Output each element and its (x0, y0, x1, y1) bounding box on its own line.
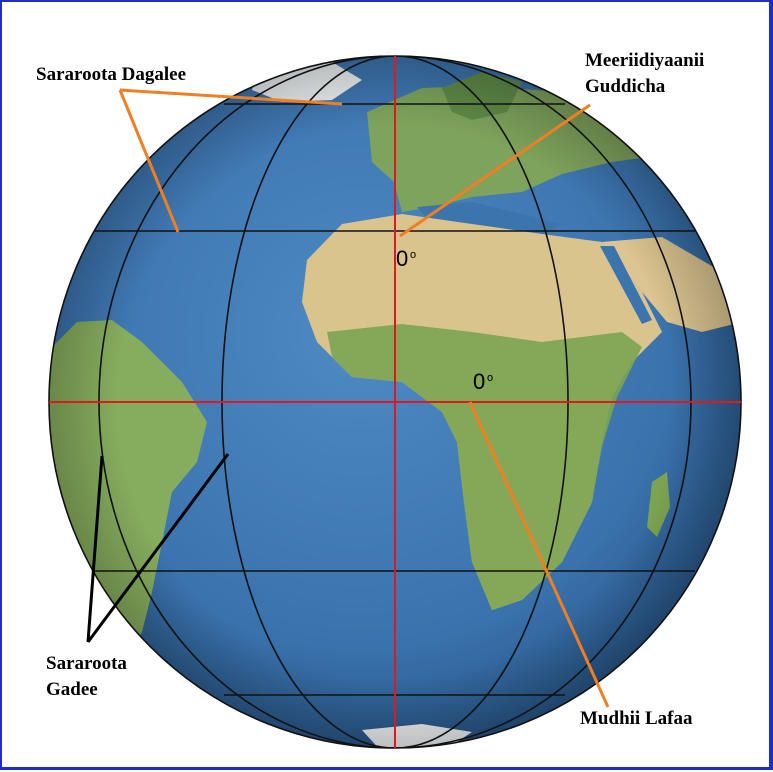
longitude-pointer-2 (86, 453, 230, 643)
longitude-pointer-1 (86, 455, 104, 643)
prime-meridian-label-line1: Meeriidiyaanii (585, 50, 704, 71)
latitude-pointer-1 (119, 88, 343, 106)
orange-pointers (118, 88, 610, 708)
equator-label: Mudhii Lafaa (580, 708, 693, 729)
longitude-pointers (86, 453, 230, 643)
equator-pointer (468, 401, 610, 708)
zero-lines (49, 56, 741, 748)
globe (48, 55, 742, 749)
meridian-pointer (399, 103, 591, 238)
equator-degree-symbol: o (487, 372, 493, 384)
meridian-degree-symbol: o (410, 249, 416, 261)
prime-meridian-label-line2: Guddicha (585, 76, 666, 97)
equator-degree-value: 0 (473, 369, 485, 394)
longitude-label-line2: Gadee (46, 679, 98, 700)
meridian-degree-value: 0 (396, 246, 408, 271)
latitude-pointer-2 (118, 89, 180, 233)
latitude-label: Sararoota Dagalee (36, 64, 186, 85)
longitude-label-line1: Sararoota (46, 653, 127, 674)
